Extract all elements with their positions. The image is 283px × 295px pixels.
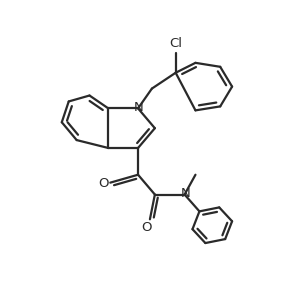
Text: O: O bbox=[142, 221, 152, 234]
Text: N: N bbox=[181, 187, 190, 200]
Text: N: N bbox=[134, 101, 144, 114]
Text: O: O bbox=[98, 177, 109, 190]
Text: Cl: Cl bbox=[169, 37, 182, 50]
